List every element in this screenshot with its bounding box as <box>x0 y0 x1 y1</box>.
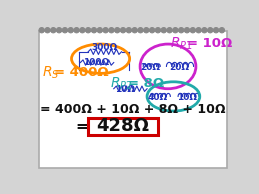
Circle shape <box>173 28 178 33</box>
Circle shape <box>138 28 143 33</box>
Circle shape <box>97 28 103 33</box>
Circle shape <box>149 28 155 33</box>
Circle shape <box>74 28 79 33</box>
Circle shape <box>80 28 85 33</box>
Text: = 10Ω: = 10Ω <box>187 37 233 50</box>
Text: 300Ω: 300Ω <box>91 43 118 52</box>
Circle shape <box>56 28 62 33</box>
Circle shape <box>184 28 190 33</box>
Circle shape <box>190 28 196 33</box>
Circle shape <box>85 28 91 33</box>
Text: $R_{P1}$: $R_{P1}$ <box>170 35 193 51</box>
Circle shape <box>62 28 68 33</box>
Text: 20Ω: 20Ω <box>170 63 190 72</box>
Circle shape <box>45 28 50 33</box>
Circle shape <box>207 28 213 33</box>
Text: 40Ω: 40Ω <box>148 93 168 102</box>
Circle shape <box>109 28 114 33</box>
Circle shape <box>103 28 108 33</box>
Circle shape <box>178 28 184 33</box>
Text: 100Ω: 100Ω <box>83 58 109 67</box>
Circle shape <box>39 28 44 33</box>
Text: 10Ω: 10Ω <box>177 93 197 102</box>
FancyBboxPatch shape <box>88 118 158 135</box>
Circle shape <box>126 28 132 33</box>
Circle shape <box>161 28 167 33</box>
Text: 10Ω: 10Ω <box>115 85 135 94</box>
Circle shape <box>114 28 120 33</box>
Circle shape <box>167 28 172 33</box>
Circle shape <box>196 28 201 33</box>
Circle shape <box>213 28 219 33</box>
Text: =: = <box>75 119 88 134</box>
Circle shape <box>91 28 97 33</box>
Circle shape <box>219 28 225 33</box>
Text: = 8Ω: = 8Ω <box>128 77 164 90</box>
Circle shape <box>202 28 207 33</box>
Circle shape <box>51 28 56 33</box>
Text: = 400Ω: = 400Ω <box>54 66 109 79</box>
Text: = 400Ω + 10Ω + 8Ω + 10Ω: = 400Ω + 10Ω + 8Ω + 10Ω <box>40 103 226 116</box>
Text: 20Ω: 20Ω <box>140 63 160 72</box>
Circle shape <box>120 28 126 33</box>
Circle shape <box>68 28 74 33</box>
Circle shape <box>132 28 137 33</box>
Text: 428Ω: 428Ω <box>97 117 149 135</box>
Text: $R_{P2}$: $R_{P2}$ <box>110 75 133 92</box>
Text: $R_S$: $R_S$ <box>42 64 59 81</box>
Circle shape <box>143 28 149 33</box>
FancyBboxPatch shape <box>39 31 227 168</box>
Circle shape <box>155 28 161 33</box>
